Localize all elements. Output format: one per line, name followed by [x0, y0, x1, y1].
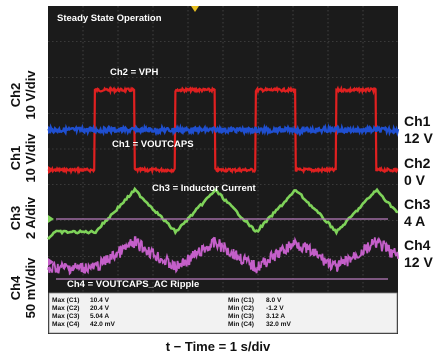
- ch3-trace-label: Ch3 = Inductor Current: [152, 183, 257, 194]
- ch4-ground-name: Ch4: [404, 237, 431, 253]
- ch1-trace-label: Ch1 = VOUTCAPS: [112, 139, 194, 150]
- ch3-scale-value: 2 A/div: [23, 196, 38, 239]
- ch4-ground-label: Ch4 12 V: [404, 237, 433, 270]
- ch2-scale-label: Ch2 10 V/div: [8, 70, 38, 120]
- meas-min-c4-label: Min (C4): [228, 321, 254, 328]
- ch4-ripple-trace: [47, 236, 399, 276]
- measurements-min: Min (C1) 8.0 V Min (C2) -1.2 V Min (C3) …: [228, 297, 292, 328]
- meas-max-c1-label: Max (C1): [52, 297, 79, 304]
- ch3-ground-name: Ch3: [404, 196, 431, 212]
- ch3-inductor-current-trace: [46, 186, 399, 240]
- ch2-vph-trace: [47, 85, 399, 176]
- x-axis-label: t − Time = 1 s/div: [166, 339, 271, 354]
- meas-max-c2-label: Max (C2): [52, 305, 79, 312]
- ch4-scale-label: Ch4 50 mV/div: [8, 257, 38, 318]
- meas-min-c3-label: Min (C3): [228, 313, 254, 320]
- meas-min-c1-label: Min (C1): [228, 297, 254, 304]
- waveforms: [46, 85, 400, 280]
- ch1-ground-value: 12 V: [404, 130, 433, 146]
- ch2-ground-value: 0 V: [404, 172, 426, 188]
- ch3-ground-label: Ch3 4 A: [404, 196, 431, 229]
- ch3-ground-marker: [48, 215, 54, 223]
- meas-min-c2-value: -1.2 V: [266, 305, 284, 312]
- ch1-ground-label: Ch1 12 V: [404, 113, 433, 146]
- ch1-scale-value: 10 V/div: [23, 133, 38, 183]
- ch3-scale-label: Ch3 2 A/div: [8, 196, 38, 239]
- ch4-scale-name: Ch4: [8, 275, 23, 300]
- ch1-scale-name: Ch1: [8, 146, 23, 171]
- meas-min-c2-label: Min (C2): [228, 305, 254, 312]
- ch2-ground-marker: [48, 166, 54, 174]
- ch1-ground-name: Ch1: [404, 113, 431, 129]
- ch2-trace-label: Ch2 = VPH: [110, 67, 158, 78]
- trigger-marker: [191, 6, 199, 12]
- ch1-scale-label: Ch1 10 V/div: [8, 133, 38, 183]
- meas-max-c4-label: Max (C4): [52, 321, 79, 328]
- ch4-ground-value: 12 V: [404, 254, 433, 270]
- meas-min-c4-value: 32.0 mV: [266, 321, 292, 328]
- measurements-max: Max (C1) 10.4 V Max (C2) 20.4 V Max (C3)…: [52, 297, 116, 328]
- meas-min-c3-value: 3.12 A: [266, 313, 285, 320]
- ch2-ground-name: Ch2: [404, 155, 431, 171]
- meas-max-c3-label: Max (C3): [52, 313, 79, 320]
- meas-max-c2-value: 20.4 V: [90, 305, 110, 312]
- ch3-scale-name: Ch3: [8, 206, 23, 231]
- ch2-ground-label: Ch2 0 V: [404, 155, 431, 188]
- ch1-voutcaps-trace: [47, 123, 400, 137]
- chart-title: Steady State Operation: [57, 13, 162, 24]
- ch2-scale-value: 10 V/div: [23, 70, 38, 120]
- meas-max-c4-value: 42.0 mV: [90, 321, 116, 328]
- ch4-scale-value: 50 mV/div: [23, 257, 38, 318]
- ch4-trace-label: Ch4 = VOUTCAPS_AC Ripple: [67, 279, 199, 290]
- meas-max-c3-value: 5.04 A: [90, 313, 109, 320]
- meas-min-c1-value: 8.0 V: [266, 297, 282, 304]
- ch4-ground-marker: [48, 258, 54, 266]
- ch3-ground-value: 4 A: [404, 213, 425, 229]
- meas-max-c1-value: 10.4 V: [90, 297, 110, 304]
- measurement-panel: [48, 292, 398, 334]
- ch2-scale-name: Ch2: [8, 83, 23, 108]
- ch1-ground-marker: [48, 126, 54, 134]
